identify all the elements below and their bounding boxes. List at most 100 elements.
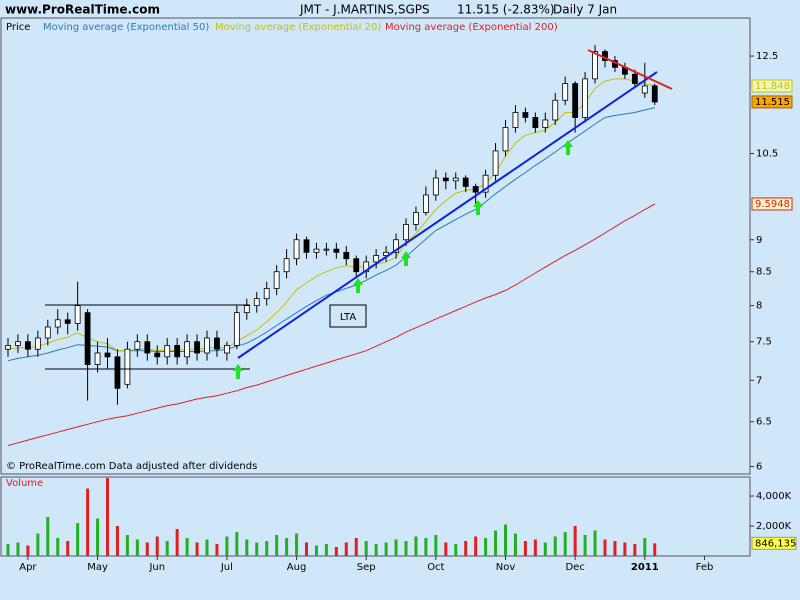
site-name: www.ProRealTime.com <box>5 3 160 17</box>
instrument-title: JMT - J.MARTINS,SGPS <box>299 3 430 17</box>
annotation: LTA <box>340 312 357 323</box>
volume-bar <box>504 524 507 556</box>
candle-body <box>44 326 51 339</box>
candle-body <box>592 51 598 80</box>
candle-body <box>572 83 579 118</box>
last-value-box <box>751 79 793 93</box>
volume-bar <box>305 542 308 556</box>
volume-label-box <box>751 536 797 550</box>
candle-body <box>631 73 638 84</box>
volume-bar <box>66 541 70 556</box>
candle-body <box>403 224 409 241</box>
candle-body <box>413 212 419 225</box>
volume-bar <box>513 533 517 556</box>
y-tick-label: 8.5 <box>756 267 772 278</box>
x-tick-label: Nov <box>496 562 516 573</box>
candle-body <box>134 341 141 350</box>
candle-body <box>373 255 380 263</box>
volume-bar <box>613 541 617 556</box>
candle-body <box>124 348 131 385</box>
candle-body <box>54 319 61 328</box>
last-value-label: 9.5948 <box>755 199 790 210</box>
volume-bar <box>583 535 587 556</box>
candle-body <box>542 119 549 128</box>
candle-body <box>502 127 509 152</box>
candle-body <box>164 345 171 358</box>
volume-bar <box>394 539 398 556</box>
volume-bar <box>106 478 109 556</box>
x-tick-label: May <box>87 562 108 573</box>
candle-body <box>343 251 350 260</box>
x-tick-label: Sep <box>357 562 376 573</box>
volume-bar <box>115 526 119 556</box>
arrow <box>473 200 483 215</box>
last-close-box <box>751 95 793 109</box>
volume-bar <box>374 544 378 556</box>
candle-body <box>512 112 519 128</box>
volume-bar <box>96 518 100 556</box>
volume-bar <box>324 544 328 556</box>
arrows <box>233 140 573 379</box>
candle-body <box>522 112 529 118</box>
volume-bar <box>653 543 657 556</box>
volume-title: Volume <box>6 478 43 489</box>
volume-bar <box>6 544 10 556</box>
candle-body <box>313 248 320 253</box>
volume-tick-label: 2,000K <box>756 521 792 532</box>
candle-body <box>552 99 559 121</box>
candle-body <box>422 194 429 213</box>
y-tick-label: 6 <box>756 461 762 472</box>
down-trend-line <box>587 49 673 90</box>
marks: 6 6.5 7 7.5 8 8.5 9 10.5 12.5 2,000K 4,000K Apr May J… <box>5 22 797 573</box>
volume-bar <box>56 538 60 556</box>
y-tick-label: 8 <box>756 301 762 312</box>
candle-body <box>323 248 330 251</box>
candle-body <box>64 319 71 324</box>
candle-body <box>432 177 439 196</box>
volume-bar <box>16 542 20 556</box>
last-close-label: 11.515 <box>755 97 790 108</box>
candle-body <box>184 341 191 358</box>
candle-body <box>303 239 310 253</box>
volume-bar <box>573 526 577 556</box>
volume-bar <box>76 523 80 556</box>
copyright: © ProRealTime.com Data adjusted after di… <box>6 461 257 472</box>
price-panel <box>0 17 751 475</box>
x-tick-label: Jul <box>220 562 233 573</box>
volume-bar <box>563 532 567 556</box>
volume-bar <box>533 539 537 556</box>
volume-bar <box>543 542 547 556</box>
volume-bar <box>454 544 458 556</box>
candle-body <box>15 341 21 346</box>
candle-body <box>452 177 459 182</box>
volume-bar <box>255 542 259 556</box>
volume-bar <box>36 533 40 556</box>
volume-bar <box>593 530 597 556</box>
volume-bar <box>285 538 289 556</box>
candle-body <box>472 186 479 193</box>
y-tick-label: 7.5 <box>756 337 772 348</box>
candle-body <box>204 337 210 354</box>
volume-bar <box>484 538 488 556</box>
candle-body <box>114 356 121 389</box>
volume-bar <box>86 488 90 556</box>
candle-body <box>651 85 658 103</box>
candle-body <box>383 251 390 256</box>
candle-body <box>253 298 260 307</box>
trend-line <box>237 71 658 359</box>
x-tick-label: Jun <box>148 562 165 573</box>
candle-body <box>5 345 11 350</box>
moving-average <box>7 78 655 352</box>
volume-bar <box>424 538 428 556</box>
x-tick-label: Oct <box>427 562 444 573</box>
volume-bar <box>404 541 408 556</box>
x-tick-label: 2011 <box>631 562 659 573</box>
volume-bar <box>494 530 498 556</box>
volume-bar <box>334 547 338 556</box>
candle-body <box>104 352 111 358</box>
y-tick-label: 12.5 <box>756 51 778 62</box>
last-value-box <box>751 197 793 211</box>
volume-bar <box>165 541 169 556</box>
x-tick-label: Feb <box>696 562 714 573</box>
volume-bar <box>354 538 358 556</box>
